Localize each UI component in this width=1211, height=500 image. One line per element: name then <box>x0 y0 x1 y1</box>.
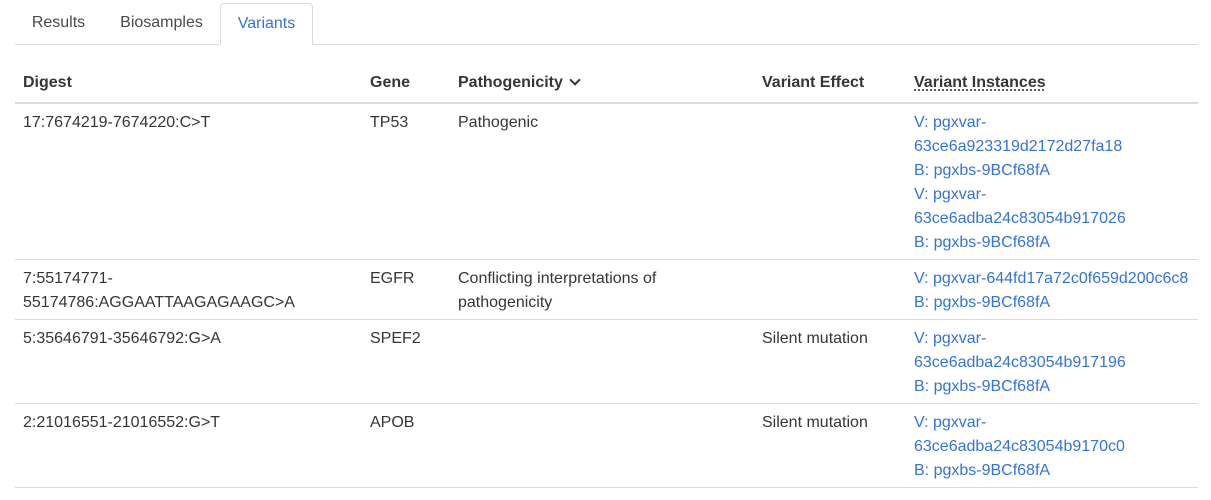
header-gene: Gene <box>362 64 450 104</box>
pathogenicity-cell: Conflicting interpretations of pathogeni… <box>450 259 754 320</box>
pathogenicity-cell <box>450 319 754 404</box>
header-pathogenicity[interactable]: Pathogenicity <box>450 64 754 104</box>
header-digest: Digest <box>15 64 362 104</box>
biosample-link[interactable]: B: pgxbs-9BCf68fA <box>914 234 1051 251</box>
variant-effect-cell <box>754 103 906 260</box>
pathogenicity-cell: Pathogenic <box>450 103 754 260</box>
tab-variants[interactable]: Variants <box>220 3 313 45</box>
table-row: 7:55174771-55174786:AGGAATTAAGAGAAGC>A E… <box>15 259 1198 320</box>
digest-cell: 5:35646791-35646792:G>A <box>15 319 362 404</box>
table-row: 5:35646791-35646792:G>A SPEF2 Silent mut… <box>15 319 1198 404</box>
header-pathogenicity-label: Pathogenicity <box>458 74 563 91</box>
gene-cell: EGFR <box>362 259 450 320</box>
variants-table: Digest Gene Pathogenicity Variant Effect… <box>15 64 1198 488</box>
digest-cell: 7:55174771-55174786:AGGAATTAAGAGAAGC>A <box>15 259 362 320</box>
variant-link[interactable]: V: pgxvar-63ce6adba24c83054b917026 <box>914 186 1126 227</box>
tab-bar: Results Biosamples Variants <box>15 0 1198 45</box>
variant-instances-cell: V: pgxvar-63ce6adba24c83054b917196 B: pg… <box>906 319 1198 404</box>
table-row: 17:7674219-7674220:C>T TP53 Pathogenic V… <box>15 103 1198 260</box>
header-variant-instances: Variant Instances <box>906 64 1198 104</box>
gene-cell: TP53 <box>362 103 450 260</box>
variant-link[interactable]: V: pgxvar-644fd17a72c0f659d200c6c8 <box>914 270 1189 287</box>
variant-effect-cell: Silent mutation <box>754 403 906 488</box>
variant-instances-cell: V: pgxvar-63ce6a923319d2172d27fa18 B: pg… <box>906 103 1198 260</box>
gene-cell: APOB <box>362 403 450 488</box>
variant-link[interactable]: V: pgxvar-63ce6adba24c83054b9170c0 <box>914 414 1125 455</box>
variant-effect-cell: Silent mutation <box>754 319 906 404</box>
tab-biosamples[interactable]: Biosamples <box>120 14 203 31</box>
variant-instances-cell: V: pgxvar-63ce6adba24c83054b9170c0 B: pg… <box>906 403 1198 488</box>
header-variant-effect: Variant Effect <box>754 64 906 104</box>
biosample-link[interactable]: B: pgxbs-9BCf68fA <box>914 462 1051 479</box>
table-header-row: Digest Gene Pathogenicity Variant Effect… <box>15 64 1198 104</box>
variant-link[interactable]: V: pgxvar-63ce6a923319d2172d27fa18 <box>914 114 1123 155</box>
variant-link[interactable]: V: pgxvar-63ce6adba24c83054b917196 <box>914 330 1126 371</box>
digest-cell: 17:7674219-7674220:C>T <box>15 103 362 260</box>
biosample-link[interactable]: B: pgxbs-9BCf68fA <box>914 378 1051 395</box>
biosample-link[interactable]: B: pgxbs-9BCf68fA <box>914 294 1051 311</box>
pathogenicity-cell <box>450 403 754 488</box>
chevron-down-icon[interactable] <box>569 74 581 86</box>
variant-effect-cell <box>754 259 906 320</box>
table-row: 2:21016551-21016552:G>T APOB Silent muta… <box>15 403 1198 488</box>
tab-results[interactable]: Results <box>31 14 86 31</box>
variant-instances-cell: V: pgxvar-644fd17a72c0f659d200c6c8 B: pg… <box>906 259 1198 320</box>
digest-cell: 2:21016551-21016552:G>T <box>15 403 362 488</box>
header-variant-instances-label: Variant Instances <box>914 74 1046 91</box>
biosample-link[interactable]: B: pgxbs-9BCf68fA <box>914 162 1051 179</box>
gene-cell: SPEF2 <box>362 319 450 404</box>
